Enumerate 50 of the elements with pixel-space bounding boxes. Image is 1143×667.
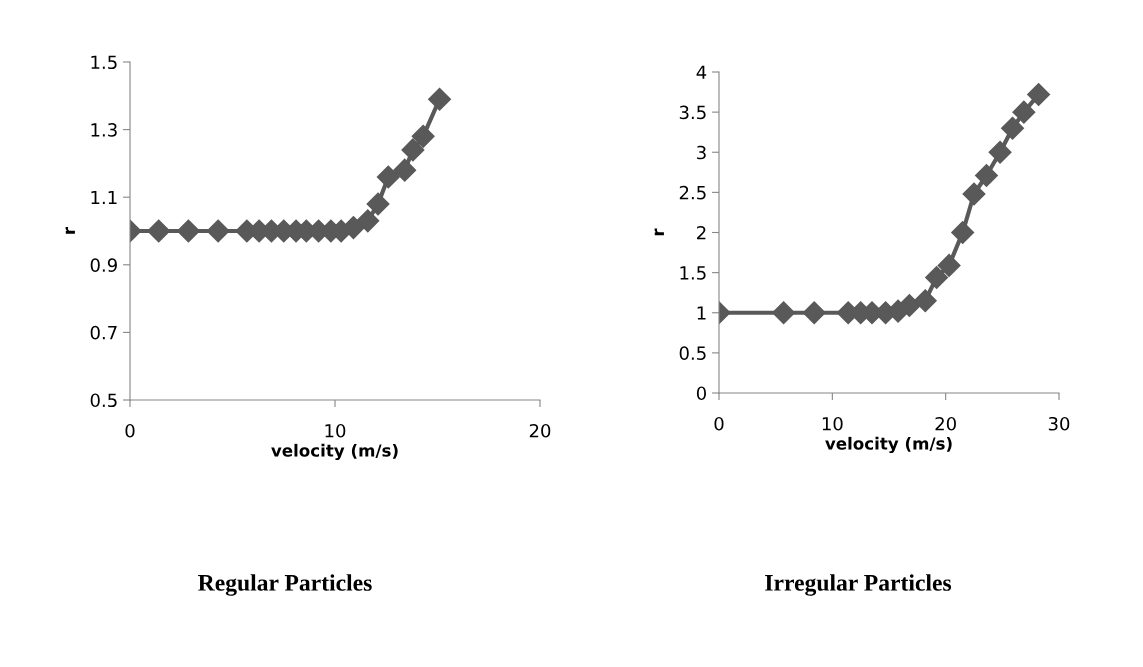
- point: [401, 138, 425, 162]
- y-tick-label: 0.9: [90, 258, 117, 272]
- point: [913, 289, 937, 313]
- point: [366, 192, 390, 216]
- text: Irregular Particles: [765, 574, 952, 596]
- x-axis-title: velocity (m/s): [825, 436, 952, 454]
- point: [962, 182, 986, 206]
- x-tick-label: 0: [125, 423, 135, 438]
- point: [176, 219, 200, 243]
- y-tick-label: 2.5: [679, 185, 706, 200]
- x-tick-label: 20: [935, 416, 956, 431]
- point: [1001, 116, 1025, 140]
- y-tick-label: 1.5: [680, 266, 706, 280]
- y-tick-label: 1.3: [91, 123, 117, 137]
- y-tick-label: 2: [697, 225, 706, 240]
- text: Regular Particles: [198, 574, 372, 596]
- y-axis-title: r: [65, 226, 75, 234]
- point: [376, 165, 400, 189]
- y-tick-label: 1.1: [91, 190, 117, 205]
- point: [974, 164, 998, 188]
- y-tick-label: 0: [696, 386, 706, 401]
- y-tick-label: 3: [697, 145, 706, 160]
- y-tick-label: 4: [696, 65, 707, 79]
- point: [411, 124, 435, 148]
- y-tick-label: 1.5: [91, 55, 117, 70]
- point: [393, 158, 417, 182]
- point: [988, 140, 1012, 164]
- point: [206, 219, 230, 243]
- point: [951, 221, 975, 244]
- point: [356, 209, 380, 233]
- x-tick-label: 10: [325, 423, 346, 438]
- x-tick-label: 30: [1048, 416, 1070, 431]
- x-tick-label: 20: [529, 423, 551, 438]
- point: [925, 265, 949, 289]
- point: [772, 301, 796, 325]
- x-tick-label: 10: [822, 416, 843, 431]
- point: [1012, 100, 1036, 124]
- point: [802, 301, 826, 325]
- y-tick-label: 3.5: [679, 105, 706, 120]
- point: [937, 253, 961, 277]
- y-tick-label: 0.7: [90, 325, 117, 340]
- y-tick-label: 0.5: [90, 393, 117, 408]
- point: [428, 87, 452, 111]
- y-axis-title: r: [654, 228, 664, 236]
- point: [1027, 82, 1051, 106]
- y-tick-label: 0.5: [679, 346, 706, 360]
- point: [147, 219, 171, 243]
- x-tick-label: 0: [714, 416, 724, 431]
- y-tick-label: 1: [697, 306, 706, 320]
- x-axis-title: velocity (m/s): [271, 443, 398, 461]
